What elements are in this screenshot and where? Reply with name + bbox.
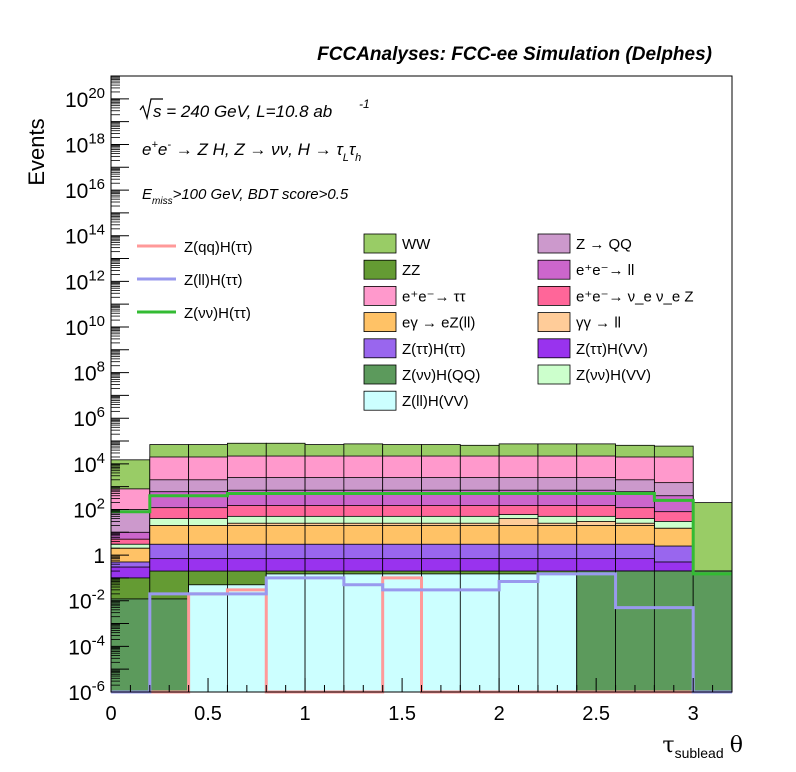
axis-layer: 0 0.5 1 1.5 2 2.5 3 10-6 10-4 10-2 1 102 104 106 108 10… xyxy=(65,75,733,725)
legend-swatch xyxy=(537,364,571,385)
legend-label: Z(ττ)H(ττ) xyxy=(402,341,466,358)
legend-swatch xyxy=(537,338,571,359)
legend-swatch xyxy=(363,390,397,411)
y-tick-label: 102 xyxy=(73,495,105,522)
stack-bar xyxy=(576,570,616,693)
legend-swatch xyxy=(363,338,397,359)
y-tick-label: 1014 xyxy=(65,222,105,249)
legend-label: e⁺e⁻→ ττ xyxy=(402,288,466,305)
x-tick-label: 0 xyxy=(105,703,116,725)
x-tick-label: 2.5 xyxy=(582,703,610,725)
stack-bar xyxy=(615,570,655,693)
legend-backgrounds-col2: Z → QQ e⁺e⁻→ ll e⁺e⁻→ ν_e ν_e Z γγ → ll Z(ττ… xyxy=(537,233,694,385)
legend-label: e⁺e⁻→ ll xyxy=(576,262,634,279)
y-axis-label: Events xyxy=(24,118,49,185)
svg-text:s = 240 GeV, L=10.8 ab: s = 240 GeV, L=10.8 ab xyxy=(153,102,332,121)
stack-bar xyxy=(265,573,306,693)
y-tick-label: 10-2 xyxy=(68,587,105,614)
x-axis-label: τsublead θ xyxy=(662,732,743,761)
legend-label: Z(ττ)H(VV) xyxy=(576,341,648,358)
svg-text:-1: -1 xyxy=(359,97,370,111)
y-tick-label: 108 xyxy=(73,359,105,386)
legend-swatch xyxy=(537,312,571,333)
legend-backgrounds-col1: WW ZZ e⁺e⁻→ ττ eγ → eZ(ll) Z(ττ)H(ττ) Z(νν)H(… xyxy=(363,233,480,411)
stack-bar xyxy=(653,570,694,693)
y-tick-label: 1012 xyxy=(65,267,105,294)
legend-swatch xyxy=(537,259,571,280)
y-tick-label: 1010 xyxy=(65,313,105,340)
y-tick-label: 10-4 xyxy=(68,632,105,659)
legend-swatch xyxy=(363,312,397,333)
x-tick-label: 3 xyxy=(688,703,699,725)
y-tick-label: 1016 xyxy=(65,176,105,203)
stack-bar xyxy=(343,573,384,693)
legend-swatch xyxy=(537,233,571,254)
x-tick-label: 0.5 xyxy=(194,703,222,725)
y-tick-label: 1018 xyxy=(65,130,105,157)
annotation-energy: s = 240 GeV, L=10.8 ab -1 xyxy=(139,97,370,121)
annotation-process: e+e- → Z H, Z → νν, H → τLτh xyxy=(142,139,361,164)
stack-bar xyxy=(304,573,345,693)
y-tick-label: 1020 xyxy=(65,85,105,112)
legend-label: WW xyxy=(402,236,431,253)
signal-line-3 xyxy=(111,492,732,576)
legend-label: ZZ xyxy=(402,262,420,279)
x-tick-label: 1 xyxy=(300,703,311,725)
y-tick-label: 10-6 xyxy=(68,678,105,705)
legend-label: eγ → eZ(ll) xyxy=(402,315,475,332)
stack-bar xyxy=(498,573,539,693)
stack-bar xyxy=(382,573,422,693)
legend-label: Z(νν)H(QQ) xyxy=(402,367,480,384)
stack-bar xyxy=(188,584,228,693)
stack-1 xyxy=(110,570,733,693)
stack-bar xyxy=(692,570,733,693)
signal-line-2 xyxy=(111,572,732,694)
legend-signals: Z(qq)H(ττ) Z(ll)H(ττ) Z(νν)H(ττ) xyxy=(137,239,253,322)
svg-text:e+e- → Z H, Z → νν, H → τLτh: e+e- → Z H, Z → νν, H → τLτh xyxy=(142,139,361,164)
stack-bar xyxy=(421,573,461,693)
x-tick-label: 2 xyxy=(494,703,505,725)
legend-label: Z(qq)H(ττ) xyxy=(184,239,253,256)
y-tick-label: 106 xyxy=(73,404,105,431)
annotation-cuts: Emiss>100 GeV, BDT score>0.5 xyxy=(142,186,349,207)
y-tick-label: 104 xyxy=(73,450,105,477)
legend-label: Z(νν)H(VV) xyxy=(576,367,651,384)
legend-swatch xyxy=(363,233,397,254)
svg-text:Emiss>100 GeV, BDT score>0.5: Emiss>100 GeV, BDT score>0.5 xyxy=(142,186,349,207)
chart-title: FCCAnalyses: FCC-ee Simulation (Delphes) xyxy=(317,44,712,65)
legend-label: Z(ll)H(VV) xyxy=(402,393,469,410)
stack-bar xyxy=(110,598,151,693)
legend-label: e⁺e⁻→ ν_e ν_e Z xyxy=(576,288,694,305)
stack-bar xyxy=(227,584,267,693)
stack-layer xyxy=(110,442,733,693)
legend-swatch xyxy=(363,259,397,280)
x-tick-label: 1.5 xyxy=(388,703,416,725)
legend-label: Z → QQ xyxy=(576,236,632,253)
legend-label: Z(νν)H(ττ) xyxy=(184,305,251,322)
legend-label: γγ → ll xyxy=(576,315,621,332)
y-tick-label: 1 xyxy=(93,545,105,568)
legend-swatch xyxy=(363,364,397,385)
stack-bar xyxy=(459,573,500,693)
legend-swatch xyxy=(537,285,571,306)
legend-swatch xyxy=(363,285,397,306)
stack-bar xyxy=(149,598,190,693)
legend-label: Z(ll)H(ττ) xyxy=(184,272,243,289)
stack-bar xyxy=(537,573,578,693)
